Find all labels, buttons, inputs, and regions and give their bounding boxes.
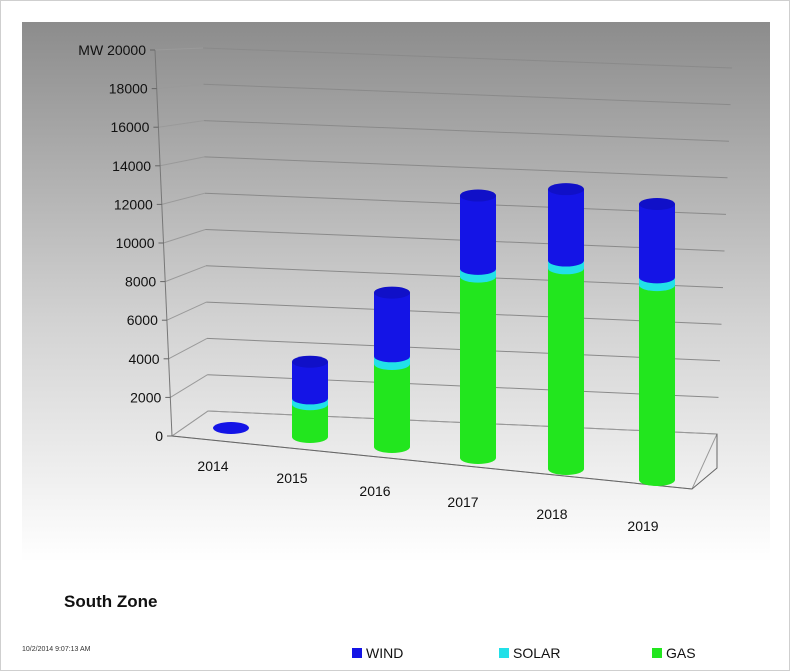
bar-stack-2019: [639, 198, 675, 486]
zone-title: South Zone: [64, 592, 158, 611]
bar-wind-2015: [292, 361, 328, 405]
legend: WIND SOLAR GAS: [0, 645, 790, 665]
legend-swatch-solar: [499, 648, 509, 658]
legend-swatch-gas: [652, 648, 662, 658]
bar-wind-2017: [460, 195, 496, 275]
x-axis-ticks: 2014 2015 2016 2017 2018 2019: [197, 458, 658, 534]
x-axis-line: [171, 434, 718, 490]
x-tick-label: 2016: [359, 483, 390, 499]
bar-wind-2018: [548, 189, 584, 267]
gridline: [202, 47, 733, 69]
y-tick-label: 0: [155, 428, 163, 444]
legend-item-solar: SOLAR: [499, 645, 560, 661]
bar-cap-2017: [460, 189, 496, 202]
bar-cap-2019: [639, 198, 675, 211]
bar-stack-2015: [292, 355, 328, 443]
bar-stack-2016: [374, 286, 410, 453]
gridline-wall: [165, 265, 207, 283]
gridline: [203, 83, 731, 106]
legend-swatch-wind: [352, 648, 362, 658]
gridline-wall: [161, 192, 206, 205]
bar-gas-2016: [374, 364, 410, 453]
bar-gas-2019: [639, 285, 675, 486]
gridline-wall: [154, 47, 204, 51]
bar-cap-2015: [292, 355, 328, 368]
timestamp: 10/2/2014 9:07:13 AM: [22, 646, 91, 653]
y-tick-label: 2000: [130, 389, 161, 405]
bar-wind-2016: [374, 292, 410, 363]
gridline: [204, 156, 728, 179]
x-tick-label: 2018: [536, 506, 567, 522]
bar-stack-2018: [548, 183, 584, 475]
bar-stack-2014: [213, 422, 249, 434]
gridline: [203, 120, 730, 142]
legend-item-wind: WIND: [352, 645, 403, 661]
x-tick-label: 2015: [276, 470, 307, 486]
gridline-wall: [156, 83, 204, 90]
bar-cap-2016: [374, 286, 410, 299]
bar-stack-2017: [460, 189, 496, 464]
legend-label-gas: GAS: [666, 645, 696, 661]
bar-cap-2018: [548, 183, 584, 196]
bars: [213, 183, 675, 486]
gridline-wall: [168, 337, 208, 360]
y-tick-label: 14000: [112, 158, 151, 174]
gridline-wall: [158, 120, 205, 128]
y-tick-label: 8000: [125, 274, 156, 290]
bar-gas-2018: [548, 268, 584, 475]
x-tick-label: 2017: [447, 494, 478, 510]
gridline-wall: [160, 156, 205, 167]
y-axis-ticks: 0 2000 4000 6000 8000 10000 12000 14000 16000 180…: [78, 42, 172, 444]
gridline-wall: [163, 229, 206, 244]
bar-wind-2019: [639, 204, 675, 284]
legend-label-solar: SOLAR: [513, 645, 561, 661]
y-tick-label: 18000: [109, 81, 148, 97]
y-tick-label: 12000: [114, 196, 153, 212]
y-tick-label: 16000: [110, 119, 149, 135]
bar-gas-2015: [292, 404, 328, 443]
bar-wind-2014: [213, 422, 249, 434]
legend-item-gas: GAS: [652, 645, 696, 661]
x-tick-label: 2014: [197, 458, 228, 474]
bar-gas-2017: [460, 276, 496, 464]
y-tick-label: MW 20000: [78, 42, 146, 58]
legend-label-wind: WIND: [366, 645, 404, 661]
y-tick-label: 4000: [128, 351, 159, 367]
gridline-wall: [170, 374, 208, 398]
x-tick-label: 2019: [627, 518, 658, 534]
y-tick-label: 6000: [127, 312, 158, 328]
y-tick-label: 10000: [116, 235, 155, 251]
gridline-wall: [166, 301, 207, 321]
